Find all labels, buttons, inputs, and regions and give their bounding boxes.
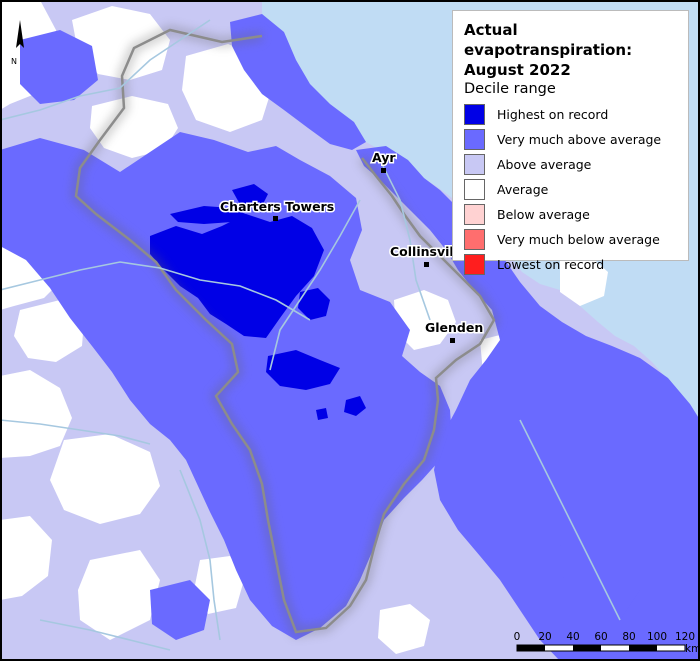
legend-label: Very much above average	[497, 132, 662, 147]
legend-item-above: Above average	[464, 152, 688, 177]
legend-swatch	[464, 204, 485, 225]
place-label-collinsville: Collinsvil	[390, 244, 454, 259]
scale-tick-label: 40	[566, 631, 579, 643]
legend-item-lowest: Lowest on record	[464, 252, 688, 277]
scale-unit: km	[685, 643, 700, 655]
legend-label: Below average	[497, 207, 590, 222]
legend-swatch	[464, 179, 485, 200]
scale-tick-label: 120	[675, 631, 695, 643]
place-marker-charters-towers	[273, 216, 278, 221]
legend-swatch	[464, 129, 485, 150]
place-marker-collinsville	[424, 262, 429, 267]
legend-item-very-much-above: Very much above average	[464, 127, 688, 152]
legend-label: Above average	[497, 157, 592, 172]
place-marker-ayr	[381, 168, 386, 173]
north-arrow: N	[11, 20, 24, 66]
legend-item-very-much-below: Very much below average	[464, 227, 688, 252]
legend-item-average: Average	[464, 177, 688, 202]
legend-swatch	[464, 154, 485, 175]
scale-tick-label: 100	[647, 631, 667, 643]
region-boundary	[74, 28, 496, 634]
place-ayr: Ayr	[371, 149, 398, 173]
place-collinsville: Collinsvil	[389, 243, 455, 267]
north-label: N	[11, 57, 17, 66]
scale-tick-label: 60	[594, 631, 607, 643]
legend-swatch	[464, 254, 485, 275]
legend-label: Very much below average	[497, 232, 660, 247]
place-charters-towers: Charters Towers	[219, 198, 336, 221]
highest-on-record-regions	[150, 184, 366, 420]
legend-title-line1: Actual evapotranspiration:	[464, 21, 633, 59]
place-glenden: Glenden	[424, 319, 485, 343]
place-label-ayr: Ayr	[372, 150, 396, 165]
scale-tick-label: 80	[622, 631, 635, 643]
scale-tick-label: 0	[514, 631, 521, 643]
place-label-charters-towers: Charters Towers	[220, 199, 334, 214]
place-marker-glenden	[450, 338, 455, 343]
legend-subtitle: Decile range	[464, 81, 556, 97]
north-arrow-icon	[16, 20, 24, 48]
legend-item-highest: Highest on record	[464, 102, 688, 127]
legend-swatch	[464, 229, 485, 250]
legend-title-line2: August 2022	[464, 61, 571, 79]
legend-items: Highest on record Very much above averag…	[464, 102, 688, 277]
legend: Actual evapotranspiration: August 2022 D…	[452, 10, 689, 275]
legend-item-below: Below average	[464, 202, 688, 227]
scale-tick-label: 20	[538, 631, 551, 643]
legend-title: Actual evapotranspiration: August 2022	[464, 20, 688, 80]
rivers	[0, 19, 621, 651]
legend-label: Lowest on record	[497, 257, 605, 272]
legend-swatch	[464, 104, 485, 125]
scale-bar: 0 20 40 60 80 100 120 km	[514, 631, 700, 655]
legend-label: Average	[497, 182, 549, 197]
legend-label: Highest on record	[497, 107, 609, 122]
place-label-glenden: Glenden	[425, 320, 483, 335]
